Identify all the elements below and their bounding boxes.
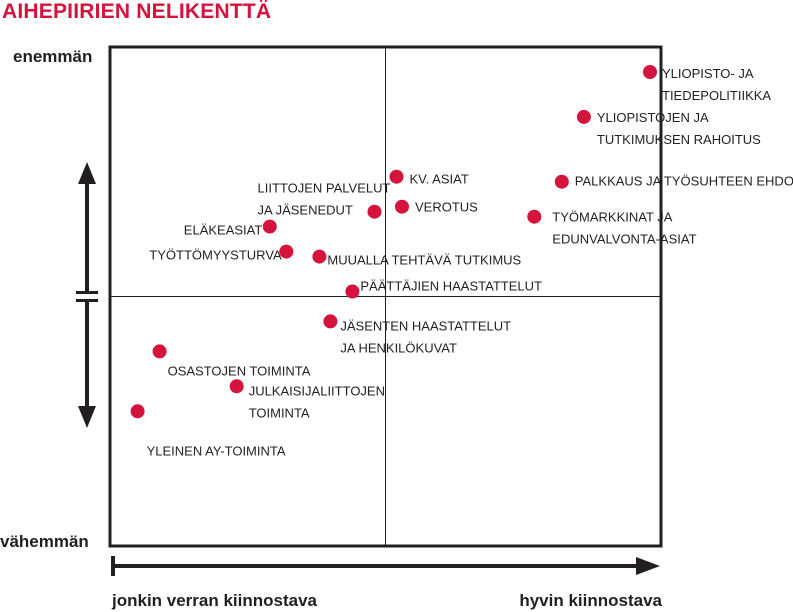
data-point: [229, 379, 244, 394]
data-point: [389, 169, 404, 184]
data-point: [312, 249, 327, 264]
data-point-label: TYÖTTÖMYYSTURVA: [149, 248, 282, 263]
data-point-label: KV. ASIAT: [410, 172, 469, 187]
data-point-label: PÄÄTTÄJIEN HAASTATTELUT: [360, 279, 542, 294]
y-axis-bottom-label: vähemmän: [0, 532, 89, 551]
y-axis-top-label: enemmän: [13, 47, 92, 66]
data-point: [367, 204, 382, 219]
data-point-label: TYÖMARKKINAT JA EDUNVALVONTA-ASIAT: [552, 210, 696, 247]
data-point: [152, 344, 167, 359]
data-point: [395, 199, 409, 214]
data-point: [262, 219, 277, 234]
y-axis-arrow: [76, 162, 98, 428]
data-point: [323, 314, 338, 329]
chart-title: AIHEPIIRIEN NELIKENTTÄ: [2, 0, 272, 23]
data-point: [554, 174, 569, 189]
data-point: [527, 209, 542, 224]
data-point-label: PALKKAUS JA TYÖSUHTEEN EHDOT: [575, 174, 793, 189]
data-point-label: JÄSENTEN HAASTATTELUT JA HENKILÖKUVAT: [340, 318, 511, 355]
x-axis-right-label: hyvin kiinnostava: [519, 591, 662, 610]
data-point: [643, 65, 657, 79]
data-point-label: JULKAISIJALIITTOJEN TOIMINTA: [249, 383, 385, 420]
x-axis-left-label: jonkin verran kiinnostava: [111, 591, 318, 610]
data-point-label: ELÄKEASIAT: [184, 223, 263, 238]
data-point: [576, 109, 591, 124]
data-points: YLIOPISTO- JA TIEDEPOLITIIKKA YLIOPISTOJEN…: [130, 65, 793, 458]
data-point-label: VEROTUS: [415, 200, 478, 215]
data-point-label: OSASTOJEN TOIMINTA: [168, 363, 311, 378]
data-point-label: YLEINEN AY-TOIMINTA: [147, 443, 286, 458]
data-point-label: YLIOPISTO- JA TIEDEPOLITIIKKA: [662, 66, 771, 103]
data-point: [279, 244, 294, 259]
data-point-label: LIITTOJEN PALVELUT JA JÄSENEDUT: [258, 181, 391, 218]
data-point: [130, 404, 145, 419]
data-point-label: MUUALLA TEHTÄVÄ TUTKIMUS: [327, 253, 521, 268]
x-axis-arrow: [111, 556, 660, 576]
data-point: [345, 284, 360, 299]
data-point-label: YLIOPISTOJEN JA TUTKIMUKSEN RAHOITUS: [597, 110, 761, 147]
